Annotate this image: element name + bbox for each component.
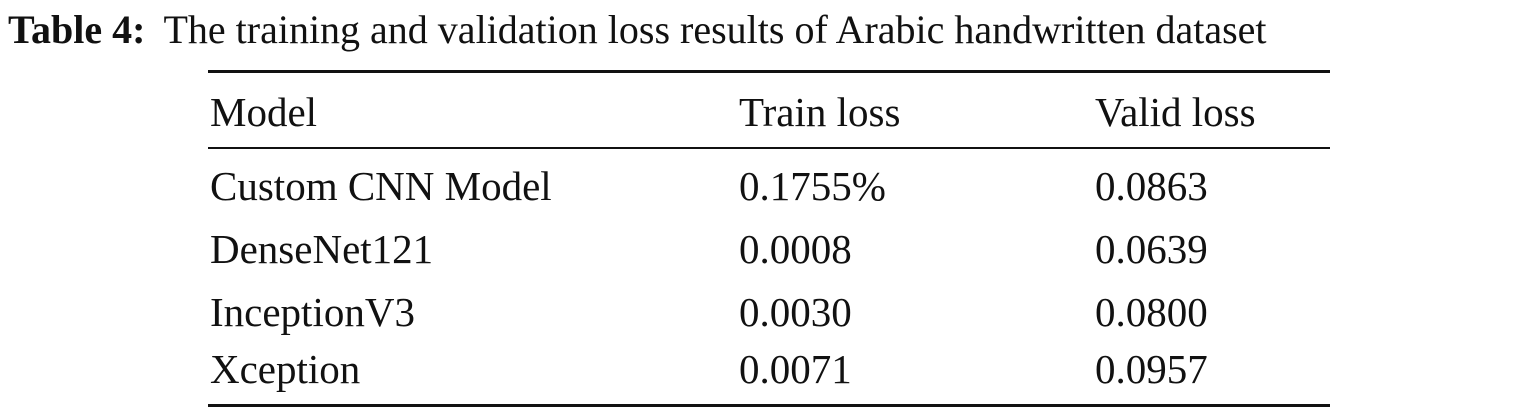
header-valid-loss: Valid loss: [1095, 89, 1256, 135]
table-header-rule: [208, 147, 1330, 149]
header-model: Model: [210, 89, 318, 135]
table-caption-label: Table 4:: [8, 7, 146, 52]
cell-train-loss: 0.0071: [739, 346, 852, 392]
header-train-loss: Train loss: [739, 89, 901, 135]
cell-valid-loss: 0.0639: [1095, 226, 1208, 272]
table-caption: Table 4: The training and validation loss…: [8, 6, 1526, 54]
cell-model: InceptionV3: [210, 289, 415, 335]
table-bottom-rule: [208, 404, 1330, 407]
table-top-rule: [208, 70, 1330, 73]
cell-train-loss: 0.0030: [739, 289, 852, 335]
cell-valid-loss: 0.0957: [1095, 346, 1208, 392]
cell-valid-loss: 0.0800: [1095, 289, 1208, 335]
cell-model: DenseNet121: [210, 226, 434, 272]
cell-valid-loss: 0.0863: [1095, 163, 1208, 209]
cell-model: Xception: [210, 346, 361, 392]
cell-model: Custom CNN Model: [210, 163, 552, 209]
cell-train-loss: 0.0008: [739, 226, 852, 272]
cell-train-loss: 0.1755%: [739, 163, 886, 209]
table-caption-text: The training and validation loss results…: [163, 7, 1267, 52]
